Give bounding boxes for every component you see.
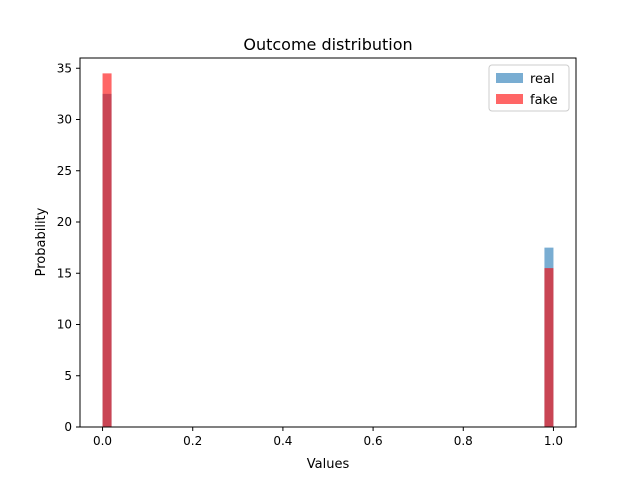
chart-title: Outcome distribution [243,35,412,54]
x-tick-label: 0.2 [183,434,202,448]
y-tick-label: 35 [57,61,72,75]
legend: real fake [488,64,570,112]
x-tick-label: 1.0 [544,434,563,448]
legend-swatch-real [496,73,523,83]
y-tick-label: 5 [64,369,72,383]
y-tick-label: 0 [64,420,72,434]
legend-label-real: real [530,72,555,87]
y-tick-label: 20 [57,215,72,229]
y-tick-label: 10 [57,318,72,332]
y-tick-label: 15 [57,266,72,280]
x-tick-label: 0.8 [454,434,473,448]
legend-swatch-fake [496,94,523,104]
y-axis-ticks: 0 5 10 15 20 25 30 35 [57,61,80,434]
x-axis-label: Values [307,457,350,472]
y-axis-label: Probability [34,207,49,276]
x-axis-ticks: 0.0 0.2 0.4 0.6 0.8 1.0 [93,427,563,448]
bars-group [102,73,554,427]
legend-label-fake: fake [530,93,558,108]
bar-fake-1 [544,268,554,427]
plot-frame [79,57,577,428]
x-tick-label: 0.0 [93,434,112,448]
x-tick-label: 0.6 [364,434,383,448]
y-tick-label: 25 [57,164,72,178]
x-tick-label: 0.4 [273,434,292,448]
y-tick-label: 30 [57,113,72,127]
bar-fake-0 [102,73,112,427]
